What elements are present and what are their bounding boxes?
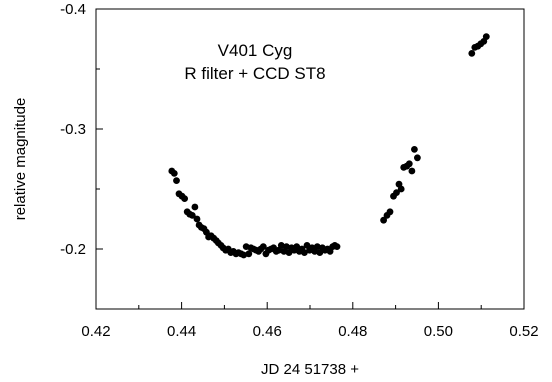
x-tick-label: 0.42 [81, 323, 110, 340]
data-point [468, 50, 476, 57]
plot-frame [95, 8, 525, 310]
x-tick-label: 0.52 [509, 323, 538, 340]
data-point [245, 250, 253, 258]
x-axis-title: JD 24 51738 + [261, 361, 359, 378]
x-tick-labels: 0.42 0.44 0.46 0.48 0.50 0.52 [81, 323, 538, 340]
data-point [193, 215, 201, 223]
x-tick-label: 0.50 [424, 323, 453, 340]
data-point [188, 212, 196, 219]
data-point [240, 251, 248, 259]
data-point [173, 177, 180, 185]
data-point [277, 242, 285, 249]
annotation-filter-info: R filter + CCD ST8 [184, 64, 325, 83]
data-point [301, 249, 308, 256]
y-tick-label: -0.4 [60, 1, 86, 18]
data-point [411, 146, 418, 153]
annotation-star-name: V401 Cyg [218, 41, 293, 60]
data-point [170, 170, 178, 177]
data-points [168, 33, 490, 259]
data-point [380, 216, 387, 224]
data-point [386, 208, 394, 216]
y-tick-labels: -0.4 -0.3 -0.2 [60, 1, 86, 258]
data-point [414, 154, 421, 162]
x-tick-label: 0.46 [253, 323, 282, 340]
data-point [397, 185, 405, 193]
data-point [333, 243, 341, 251]
data-point [408, 167, 416, 175]
data-point [259, 243, 267, 251]
data-point [181, 195, 189, 203]
y-axis-title: relative magnitude [12, 98, 29, 221]
data-point [283, 243, 290, 251]
data-point [393, 189, 400, 197]
data-point [191, 203, 199, 211]
x-tick-label: 0.44 [167, 323, 196, 340]
data-point [313, 243, 321, 251]
data-point [482, 33, 490, 40]
axis-ticks [95, 8, 525, 310]
x-tick-label: 0.48 [338, 323, 367, 340]
y-tick-label: -0.3 [60, 121, 86, 138]
data-point [405, 160, 413, 168]
y-tick-label: -0.2 [60, 241, 86, 258]
